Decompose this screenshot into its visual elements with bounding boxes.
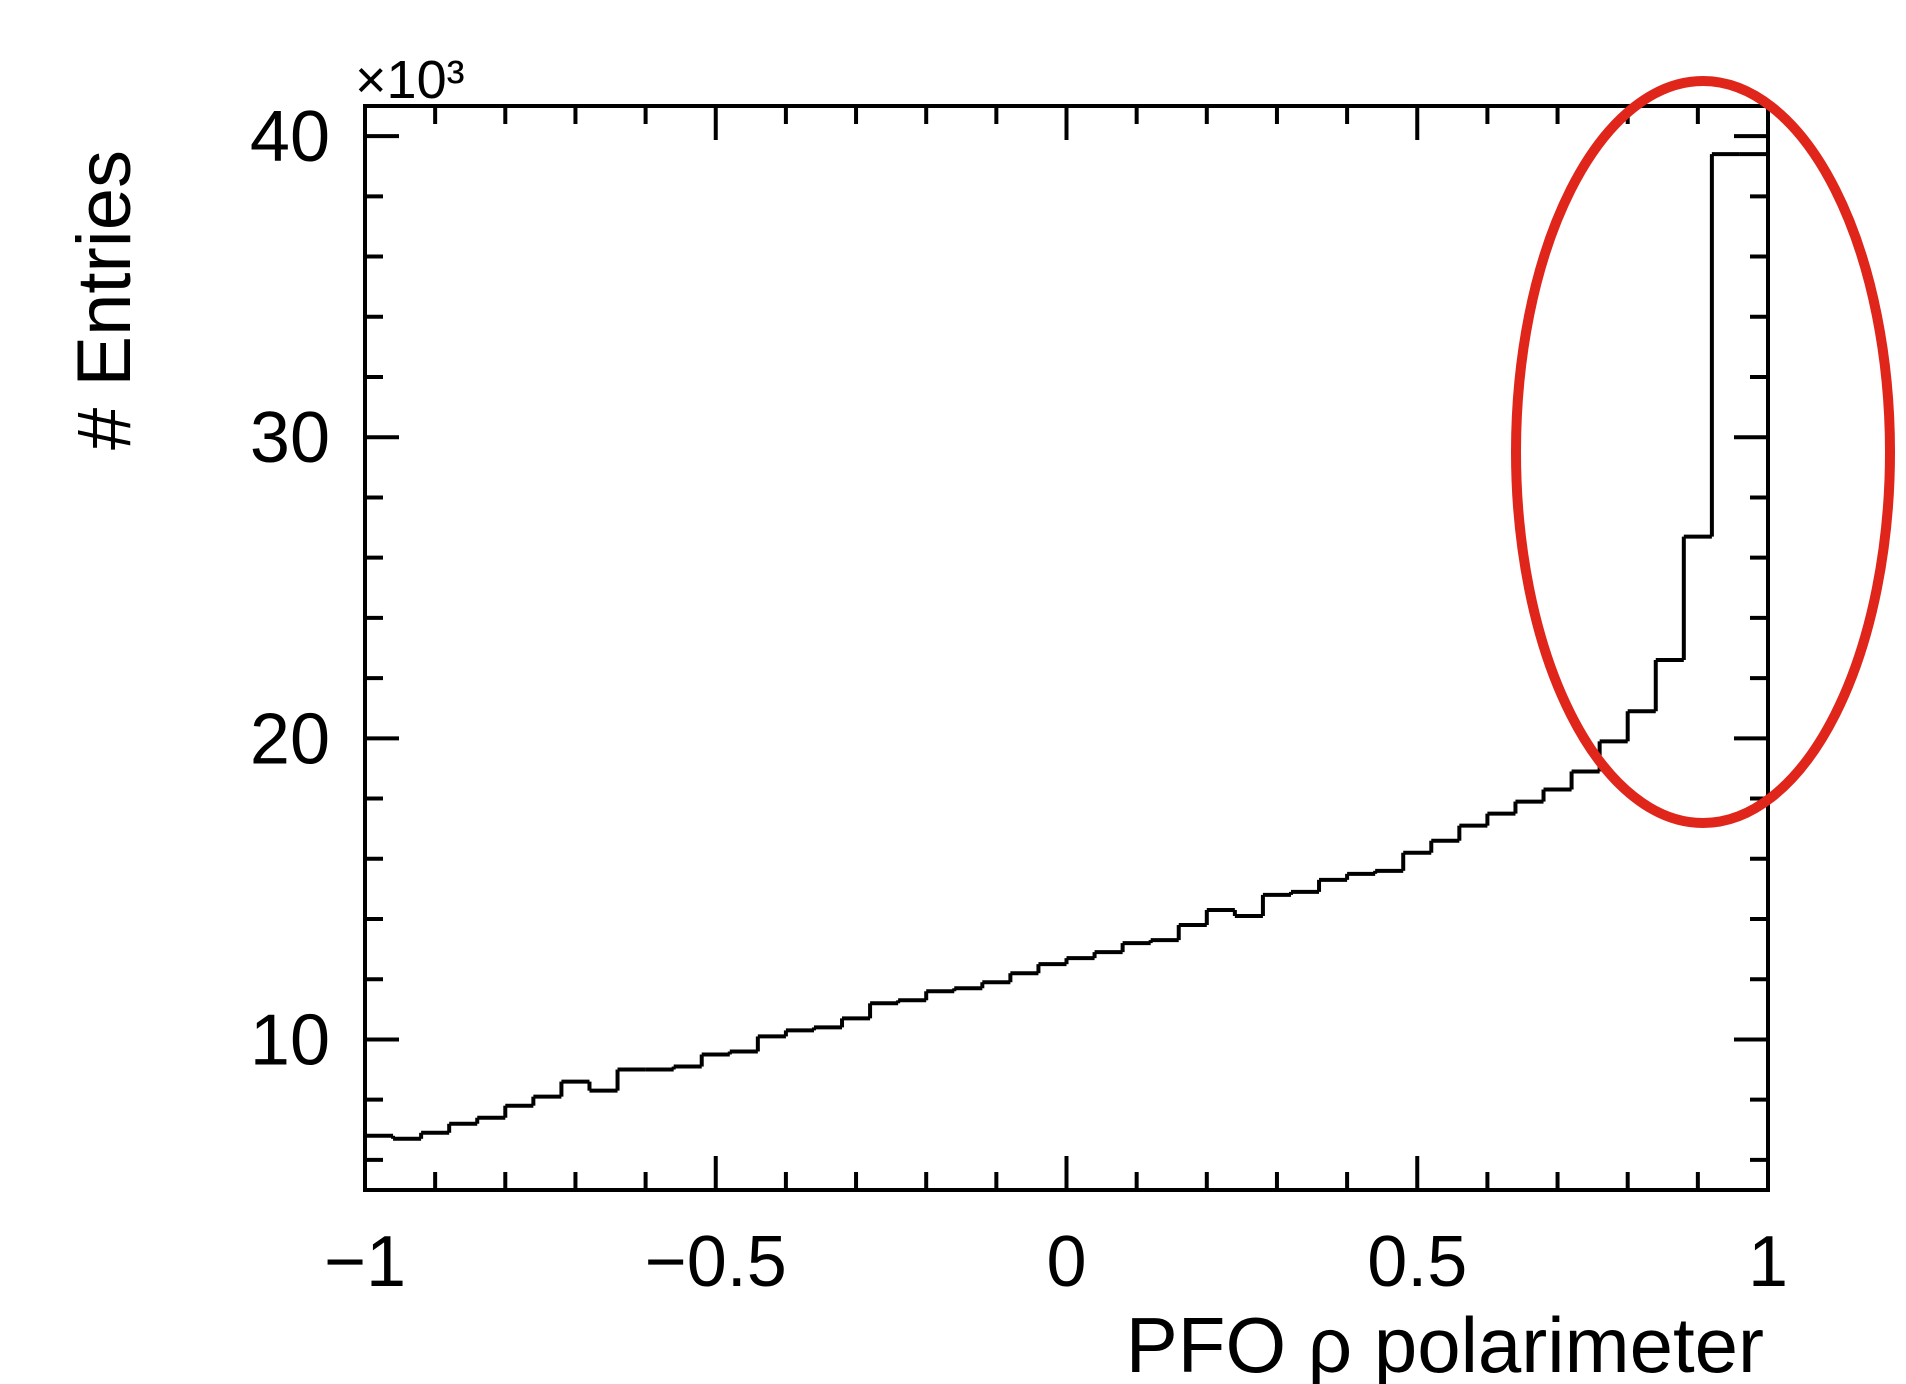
y-axis-scale-label: ×10³ <box>355 50 465 110</box>
y-axis-label: # Entries <box>62 150 147 450</box>
y-tick-label: 40 <box>250 97 330 177</box>
y-tick-label: 20 <box>250 699 330 779</box>
x-tick-label: 0.5 <box>1367 1222 1467 1302</box>
y-tick-label: 10 <box>250 1000 330 1080</box>
x-axis-label: PFO ρ polarimeter <box>1126 1301 1764 1384</box>
x-tick-label: −1 <box>324 1222 406 1302</box>
highlight-ellipse-annotation <box>1511 76 1895 828</box>
x-tick-label: −0.5 <box>645 1222 787 1302</box>
plot-frame <box>363 104 1770 1192</box>
y-tick-label: 30 <box>250 398 330 478</box>
x-tick-label: 1 <box>1748 1222 1788 1302</box>
x-tick-label: 0 <box>1046 1222 1086 1302</box>
plot-layer <box>365 152 1768 1141</box>
y-axis-ticks: 10 20 30 40 <box>250 97 1768 1162</box>
